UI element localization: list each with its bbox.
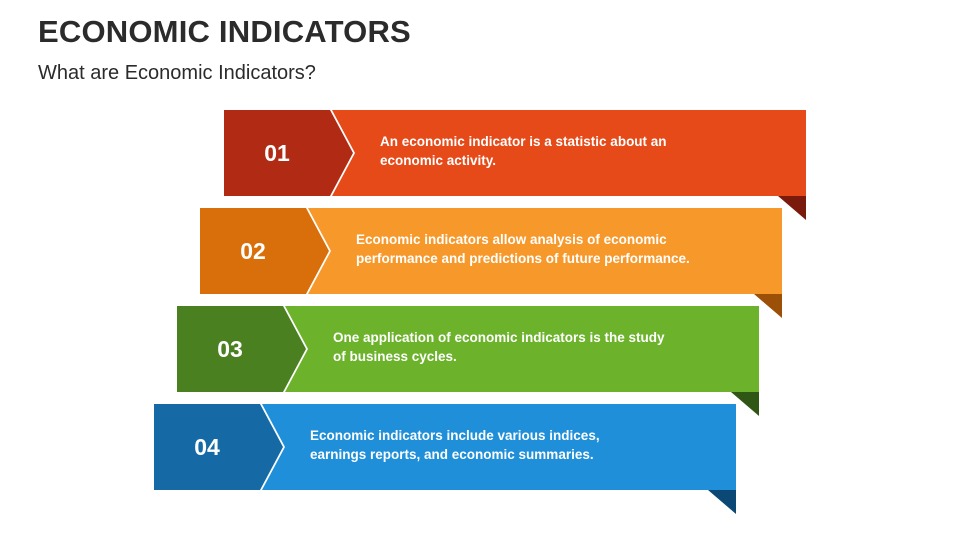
- indicator-step-1: 01 An economic indicator is a statistic …: [224, 110, 884, 222]
- step-4-description: Economic indicators include various indi…: [310, 428, 600, 462]
- step-3-description: One application of economic indicators i…: [333, 330, 665, 364]
- step-2-number: 02: [240, 237, 266, 264]
- step-4-banner-shape: [154, 404, 736, 514]
- step-1-number: 01: [264, 139, 290, 166]
- page-subtitle: What are Economic Indicators?: [38, 62, 316, 84]
- step-1-banner-shape: [224, 110, 806, 220]
- indicator-step-3: 03 One application of economic indicator…: [177, 306, 837, 418]
- step-3-number: 03: [217, 335, 243, 362]
- indicator-step-4: 04 Economic indicators include various i…: [154, 404, 814, 516]
- indicator-step-2: 02 Economic indicators allow analysis of…: [200, 208, 860, 320]
- step-1-description: An economic indicator is a statistic abo…: [380, 134, 667, 168]
- page-title: ECONOMIC INDICATORS: [38, 14, 411, 49]
- step-2-banner-shape: [200, 208, 782, 318]
- step-2-description: Economic indicators allow analysis of ec…: [356, 232, 690, 266]
- step-4-number: 04: [194, 433, 220, 460]
- step-3-banner-shape: [177, 306, 759, 416]
